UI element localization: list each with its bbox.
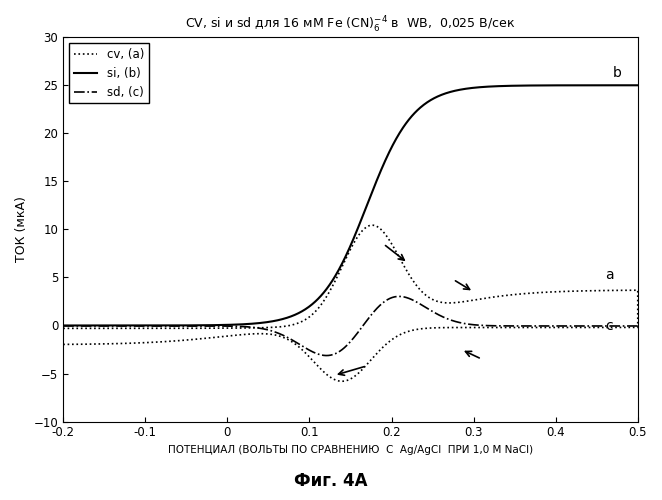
Title: CV, si и sd для 16 мМ Fe (CN)$_6^{-4}$ в  WB,  0,025 В/сек: CV, si и sd для 16 мМ Fe (CN)$_6^{-4}$ в… [185, 15, 516, 35]
Text: c: c [605, 319, 612, 333]
Text: b: b [613, 66, 622, 80]
Text: a: a [605, 268, 614, 282]
X-axis label: ПОТЕНЦИАЛ (ВОЛЬТЫ ПО СРАВНЕНИЮ  С  Ag/AgCl  ПРИ 1,0 М NaCl): ПОТЕНЦИАЛ (ВОЛЬТЫ ПО СРАВНЕНИЮ С Ag/AgCl… [168, 445, 533, 455]
Text: Фиг. 4А: Фиг. 4А [294, 472, 368, 490]
Legend: cv, (a), si, (b), sd, (c): cv, (a), si, (b), sd, (c) [69, 43, 149, 104]
Y-axis label: ТОК (мкА): ТОК (мкА) [15, 196, 28, 262]
